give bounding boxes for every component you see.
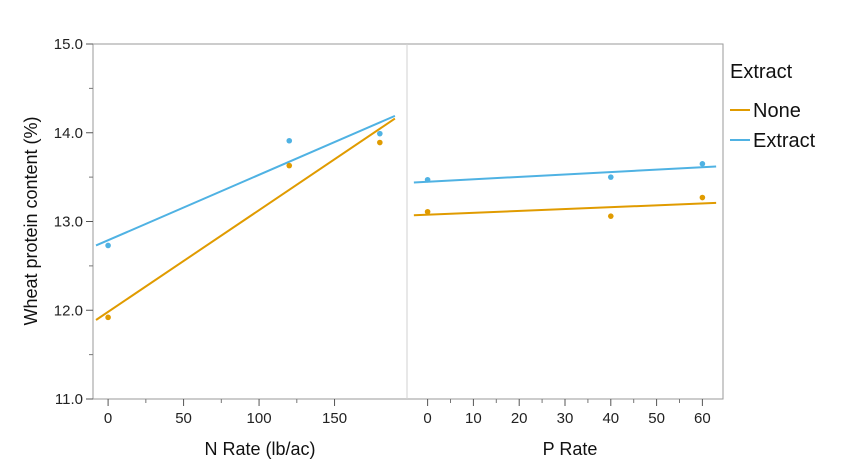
fit-line-extract [95, 114, 396, 247]
y-axis: 11.0 12.0 13.0 14.0 15.0 [54, 36, 93, 408]
fit-line-extract [413, 165, 717, 184]
data-point-extract [286, 137, 293, 144]
y-tick-label: 11.0 [55, 391, 83, 408]
legend[interactable]: Extract None Extract [730, 61, 816, 152]
fit-line-none [413, 201, 717, 217]
x-tick-label: 150 [322, 410, 347, 427]
x-axis-title: N Rate (lb/ac) [204, 439, 315, 459]
data-point-extract [424, 176, 431, 183]
y-tick-label: 12.0 [54, 302, 83, 319]
x-tick-label: 0 [104, 410, 112, 427]
x-axes: 0 50 100 150 N Rate (lb/ac) 0 10 20 30 40 50 60 P Ra… [104, 399, 711, 459]
x-tick-label: 60 [694, 410, 711, 427]
x-tick-label: 50 [175, 410, 192, 427]
x-tick-label: 30 [557, 410, 574, 427]
plot-frame [92, 43, 724, 400]
data-point-extract [607, 174, 614, 180]
x-tick-label: 10 [465, 410, 482, 427]
data-point-none [424, 208, 431, 215]
data-point-none [286, 162, 293, 169]
data-point-none [105, 314, 111, 321]
plot-border [92, 43, 724, 400]
x-tick-label: 50 [648, 410, 665, 427]
data-points [105, 130, 706, 321]
data-point-extract [699, 161, 706, 167]
fit-line-none [95, 117, 396, 321]
legend-title: Extract [730, 61, 793, 83]
y-tick-label: 15.0 [54, 36, 83, 53]
data-point-none [377, 139, 383, 146]
x-tick-label: 0 [423, 410, 431, 427]
x-axis-title: P Rate [543, 439, 598, 459]
data-point-none [699, 194, 706, 201]
x-tick-label: 100 [247, 410, 272, 427]
data-point-none [607, 213, 614, 219]
y-tick-label: 13.0 [54, 214, 83, 231]
data-point-extract [105, 242, 111, 249]
data-point-extract [377, 130, 383, 137]
y-tick-label: 14.0 [54, 125, 83, 142]
legend-label-none: None [753, 100, 801, 122]
x-tick-label: 20 [511, 410, 528, 427]
y-axis-title: Wheat protein content (%) [21, 116, 41, 325]
fit-lines [95, 114, 717, 321]
x-tick-label: 40 [602, 410, 619, 427]
legend-label-extract: Extract [753, 130, 816, 152]
